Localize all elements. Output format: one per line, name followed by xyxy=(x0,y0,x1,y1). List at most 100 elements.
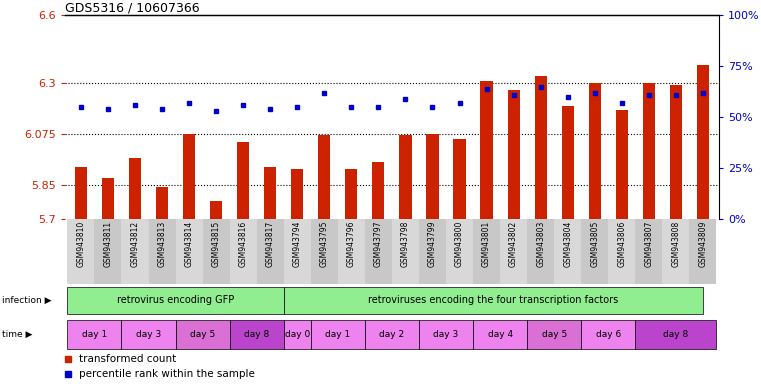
Bar xyxy=(94,219,122,284)
Bar xyxy=(230,319,284,349)
Bar xyxy=(527,319,581,349)
Text: GSM943800: GSM943800 xyxy=(455,221,464,267)
Text: GSM943801: GSM943801 xyxy=(482,221,491,267)
Bar xyxy=(264,167,276,219)
Text: GSM943794: GSM943794 xyxy=(293,221,302,267)
Bar xyxy=(419,219,446,284)
Text: GSM943816: GSM943816 xyxy=(239,221,247,267)
Bar xyxy=(400,135,412,219)
Text: GSM943814: GSM943814 xyxy=(185,221,193,267)
Text: GSM943802: GSM943802 xyxy=(509,221,518,267)
Bar xyxy=(230,219,256,284)
Bar xyxy=(284,287,703,314)
Bar xyxy=(454,139,466,219)
Bar xyxy=(345,169,358,219)
Bar xyxy=(338,219,365,284)
Bar xyxy=(635,319,716,349)
Bar xyxy=(554,219,581,284)
Bar xyxy=(202,219,230,284)
Text: GSM943803: GSM943803 xyxy=(537,221,545,267)
Text: GSM943796: GSM943796 xyxy=(347,221,356,267)
Bar xyxy=(284,219,310,284)
Text: GSM943811: GSM943811 xyxy=(103,221,113,267)
Text: GSM943810: GSM943810 xyxy=(76,221,85,267)
Text: GSM943807: GSM943807 xyxy=(645,221,654,267)
Bar xyxy=(608,219,635,284)
Text: day 8: day 8 xyxy=(244,329,269,339)
Bar xyxy=(256,219,284,284)
Bar xyxy=(527,219,554,284)
Bar xyxy=(372,162,384,219)
Text: GSM943806: GSM943806 xyxy=(617,221,626,267)
Text: GSM943812: GSM943812 xyxy=(130,221,139,267)
Text: day 5: day 5 xyxy=(542,329,567,339)
Bar xyxy=(662,219,689,284)
Bar xyxy=(68,219,94,284)
Text: day 3: day 3 xyxy=(136,329,161,339)
Text: GDS5316 / 10607366: GDS5316 / 10607366 xyxy=(65,1,199,14)
Bar xyxy=(697,65,709,219)
Text: day 5: day 5 xyxy=(190,329,215,339)
Text: day 8: day 8 xyxy=(664,329,689,339)
Bar xyxy=(473,319,527,349)
Bar xyxy=(670,86,682,219)
Bar xyxy=(318,135,330,219)
Text: GSM943817: GSM943817 xyxy=(266,221,275,267)
Bar xyxy=(689,219,716,284)
Bar xyxy=(237,142,250,219)
Text: GSM943813: GSM943813 xyxy=(158,221,167,267)
Bar xyxy=(581,219,608,284)
Text: infection ▶: infection ▶ xyxy=(2,296,51,305)
Bar xyxy=(156,187,168,219)
Bar xyxy=(589,83,601,219)
Bar xyxy=(419,319,473,349)
Text: GSM943795: GSM943795 xyxy=(320,221,329,267)
Text: day 3: day 3 xyxy=(433,329,459,339)
Bar xyxy=(635,219,662,284)
Text: day 1: day 1 xyxy=(325,329,351,339)
Bar xyxy=(562,106,574,219)
Text: transformed count: transformed count xyxy=(79,354,177,364)
Text: GSM943804: GSM943804 xyxy=(563,221,572,267)
Text: GSM943799: GSM943799 xyxy=(428,221,437,267)
Text: retrovirus encoding GFP: retrovirus encoding GFP xyxy=(117,295,234,306)
Bar xyxy=(176,219,202,284)
Text: percentile rank within the sample: percentile rank within the sample xyxy=(79,369,255,379)
Text: day 0: day 0 xyxy=(285,329,310,339)
Text: day 2: day 2 xyxy=(379,329,405,339)
Text: time ▶: time ▶ xyxy=(2,329,32,339)
Bar xyxy=(392,219,419,284)
Bar xyxy=(473,219,500,284)
Bar xyxy=(291,169,304,219)
Bar xyxy=(75,167,87,219)
Bar xyxy=(102,178,114,219)
Bar xyxy=(129,158,141,219)
Bar xyxy=(365,319,419,349)
Bar xyxy=(122,319,176,349)
Bar xyxy=(68,287,284,314)
Text: GSM943809: GSM943809 xyxy=(699,221,708,267)
Bar xyxy=(148,219,176,284)
Bar xyxy=(500,219,527,284)
Bar xyxy=(284,319,310,349)
Bar xyxy=(176,319,230,349)
Bar xyxy=(616,110,628,219)
Text: GSM943805: GSM943805 xyxy=(591,221,599,267)
Bar xyxy=(122,219,148,284)
Bar xyxy=(68,319,122,349)
Bar xyxy=(508,90,520,219)
Bar xyxy=(310,319,365,349)
Text: GSM943797: GSM943797 xyxy=(374,221,383,267)
Bar xyxy=(581,319,635,349)
Bar xyxy=(183,134,195,219)
Text: GSM943815: GSM943815 xyxy=(212,221,221,267)
Bar xyxy=(643,83,655,219)
Text: retroviruses encoding the four transcription factors: retroviruses encoding the four transcrip… xyxy=(368,295,619,306)
Text: GSM943808: GSM943808 xyxy=(671,221,680,267)
Bar xyxy=(480,81,492,219)
Bar xyxy=(210,201,222,219)
Text: day 6: day 6 xyxy=(596,329,621,339)
Text: day 4: day 4 xyxy=(488,329,513,339)
Bar xyxy=(310,219,338,284)
Bar xyxy=(365,219,392,284)
